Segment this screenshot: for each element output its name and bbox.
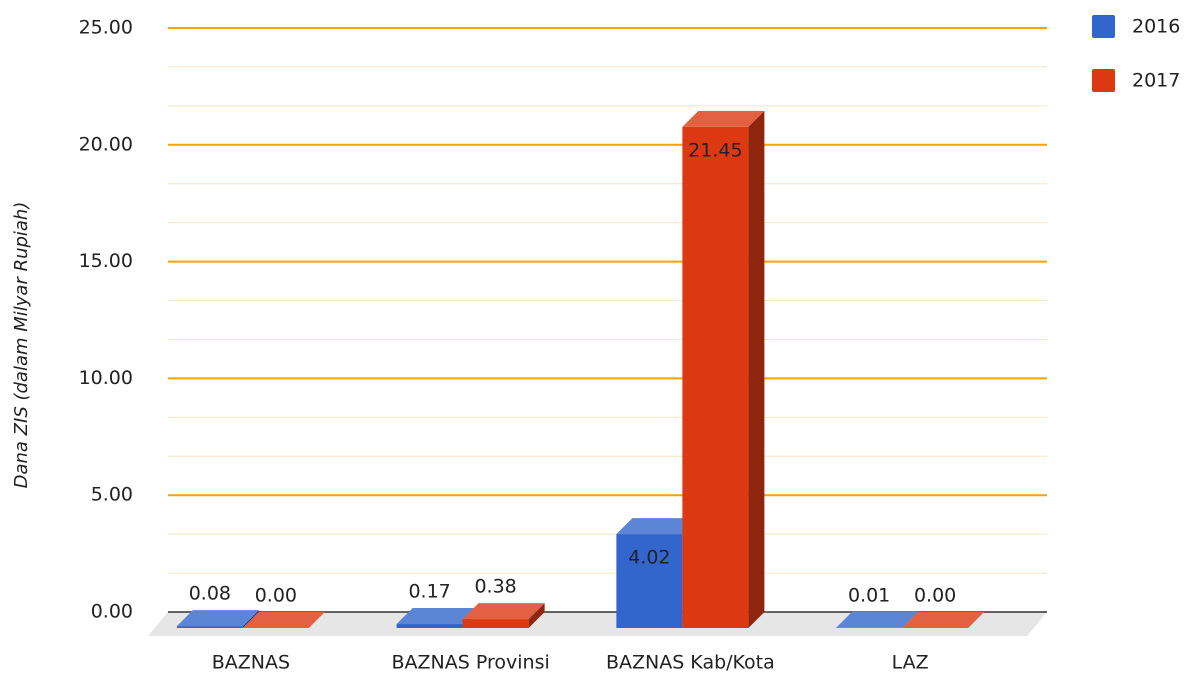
y-tick-label: 5.00 <box>91 484 133 506</box>
legend-label: 2016 <box>1132 16 1180 38</box>
value-label: 4.02 <box>628 547 670 569</box>
value-label: 0.00 <box>255 585 297 607</box>
bar <box>176 626 243 628</box>
y-tick-label: 0.00 <box>91 601 133 623</box>
bar <box>396 624 463 628</box>
value-label: 0.00 <box>914 585 956 607</box>
bar-top <box>682 110 765 127</box>
value-label: 0.08 <box>189 583 231 605</box>
bar <box>616 534 683 628</box>
y-axis-label: Dana ZIS (dalam Milyar Rupiah) <box>11 202 32 489</box>
bar-side <box>748 110 765 629</box>
bar <box>462 619 529 628</box>
value-label: 0.01 <box>848 584 890 606</box>
value-label: 0.38 <box>474 576 516 598</box>
y-tick-label: 10.00 <box>79 367 133 389</box>
bar-top <box>242 612 325 628</box>
bar <box>682 126 749 628</box>
bar-top <box>396 608 479 625</box>
x-tick-label: BAZNAS Kab/Kota <box>606 652 775 674</box>
bar-top <box>176 610 259 627</box>
bar-side <box>902 611 919 628</box>
y-tick-label: 20.00 <box>79 133 133 155</box>
bar-top <box>836 611 919 628</box>
bar-side <box>242 610 259 628</box>
y-tick-label: 15.00 <box>79 250 133 272</box>
x-tick-label: BAZNAS Provinsi <box>392 652 550 674</box>
value-label: 21.45 <box>688 139 742 161</box>
legend-swatch <box>1092 69 1115 92</box>
x-tick-label: BAZNAS <box>212 652 290 674</box>
bar-top <box>902 612 985 628</box>
bar-side <box>528 603 545 628</box>
value-label: 0.17 <box>408 581 450 603</box>
bar-top <box>462 603 545 620</box>
bar-top <box>616 518 699 535</box>
x-tick-label: LAZ <box>892 652 929 674</box>
legend-label: 2017 <box>1132 70 1180 92</box>
y-tick-label: 25.00 <box>79 17 133 39</box>
legend-swatch <box>1092 15 1115 38</box>
floor <box>148 612 1047 636</box>
